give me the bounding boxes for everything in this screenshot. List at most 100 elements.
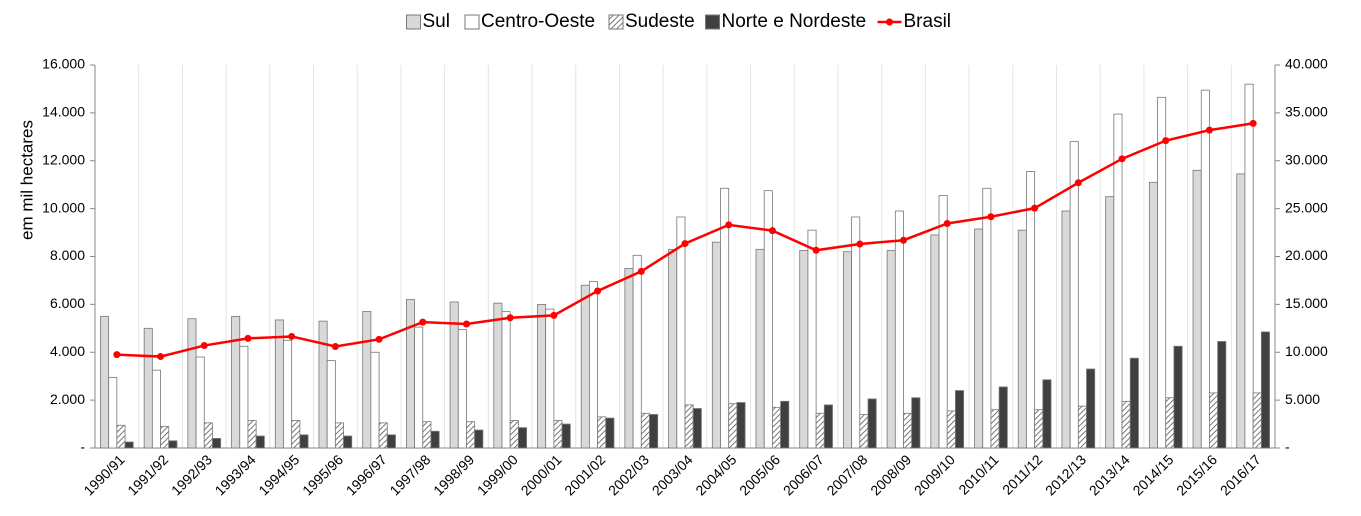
bar bbox=[509, 420, 519, 449]
bar bbox=[867, 398, 877, 449]
bar bbox=[561, 423, 571, 449]
legend-swatch bbox=[608, 14, 624, 30]
x-tick-label: 2015/16 bbox=[1173, 451, 1220, 498]
y-axis-label: em mil hectares bbox=[17, 120, 36, 240]
bar bbox=[1121, 400, 1131, 449]
line-point bbox=[1162, 137, 1170, 145]
y2-tick-label: 35.000 bbox=[1285, 104, 1328, 120]
bar bbox=[1129, 357, 1139, 449]
bar bbox=[851, 216, 861, 449]
line-point bbox=[1074, 179, 1082, 187]
x-tick-label: 2011/12 bbox=[999, 451, 1046, 498]
bar bbox=[1209, 392, 1219, 449]
x-tick-label: 1991/92 bbox=[124, 451, 171, 498]
bar bbox=[474, 429, 484, 449]
y-tick-label: 8.000 bbox=[50, 247, 85, 263]
bar bbox=[1173, 345, 1183, 449]
bar bbox=[124, 441, 134, 449]
bar bbox=[212, 438, 222, 449]
bar bbox=[1113, 113, 1123, 449]
bar bbox=[343, 435, 353, 449]
bar bbox=[755, 248, 765, 449]
line-point bbox=[375, 335, 383, 343]
bar bbox=[1200, 89, 1210, 449]
bar bbox=[537, 303, 547, 449]
legend-swatch bbox=[406, 14, 421, 30]
bar bbox=[823, 404, 833, 449]
x-tick-label: 2009/10 bbox=[911, 451, 958, 498]
bar bbox=[974, 228, 984, 449]
bar bbox=[430, 430, 440, 449]
x-tick-label: 2004/05 bbox=[692, 451, 739, 498]
line-point bbox=[288, 332, 296, 340]
x-tick-label: 2012/13 bbox=[1042, 451, 1089, 498]
bar bbox=[247, 420, 257, 449]
y-tick-label: 6.000 bbox=[50, 295, 85, 311]
bar bbox=[640, 412, 650, 449]
bar bbox=[632, 254, 642, 449]
line-point bbox=[637, 267, 645, 275]
bar bbox=[466, 421, 476, 449]
x-tick-label: 2000/01 bbox=[518, 451, 565, 498]
x-tick-label: 1996/97 bbox=[343, 451, 390, 498]
y-tick-label: 12.000 bbox=[42, 151, 85, 167]
x-tick-label: 2010/11 bbox=[955, 451, 1002, 498]
bar bbox=[100, 315, 110, 449]
line-point bbox=[462, 320, 470, 328]
bar bbox=[1017, 229, 1027, 449]
bar bbox=[1260, 331, 1270, 449]
bar bbox=[1086, 368, 1096, 449]
bar bbox=[720, 187, 730, 449]
line-point bbox=[725, 221, 733, 229]
bar bbox=[422, 421, 432, 449]
line-point bbox=[1249, 119, 1257, 127]
bar bbox=[684, 404, 694, 449]
line-point bbox=[856, 240, 864, 248]
bar bbox=[362, 311, 372, 449]
bar bbox=[946, 410, 956, 449]
line-point bbox=[1118, 155, 1126, 163]
bar bbox=[1069, 141, 1079, 449]
x-tick-label: 2001/02 bbox=[561, 451, 608, 498]
line-point bbox=[812, 246, 820, 254]
bar bbox=[1236, 173, 1246, 449]
bar bbox=[493, 302, 503, 449]
bar bbox=[168, 440, 178, 449]
x-tick-label: 2016/17 bbox=[1217, 451, 1264, 498]
legend-swatch bbox=[705, 14, 720, 30]
line-point bbox=[331, 343, 339, 351]
y2-tick-label: 25.000 bbox=[1285, 199, 1328, 215]
y2-tick-label: - bbox=[1285, 439, 1290, 455]
line-point bbox=[550, 311, 558, 319]
y2-tick-label: 30.000 bbox=[1285, 151, 1328, 167]
bar bbox=[772, 406, 782, 449]
y-tick-label: 16.000 bbox=[42, 56, 85, 72]
bar bbox=[815, 412, 825, 449]
bar bbox=[274, 319, 284, 449]
y-tick-label: 10.000 bbox=[42, 199, 85, 215]
y-tick-label: 4.000 bbox=[50, 343, 85, 359]
bar bbox=[1105, 196, 1115, 449]
bar bbox=[370, 351, 380, 449]
bar bbox=[553, 420, 563, 449]
line-point bbox=[419, 318, 427, 326]
bar bbox=[649, 414, 659, 449]
y2-tick-label: 10.000 bbox=[1285, 343, 1328, 359]
legend-label: Centro-Oeste bbox=[481, 11, 595, 32]
bar bbox=[203, 422, 213, 449]
bar bbox=[1165, 397, 1175, 449]
bar bbox=[116, 424, 126, 449]
bar bbox=[195, 356, 205, 449]
bar bbox=[239, 345, 249, 449]
y-tick-label: - bbox=[80, 439, 85, 455]
bar bbox=[1061, 210, 1071, 449]
legend-label: Norte e Nordeste bbox=[722, 11, 867, 32]
bar bbox=[1157, 96, 1167, 449]
line-point bbox=[113, 351, 121, 359]
y2-tick-label: 20.000 bbox=[1285, 247, 1328, 263]
bar bbox=[930, 234, 940, 449]
x-tick-label: 1990/91 bbox=[80, 451, 127, 498]
bar bbox=[160, 426, 170, 449]
bar bbox=[894, 210, 904, 449]
bar bbox=[517, 427, 527, 449]
